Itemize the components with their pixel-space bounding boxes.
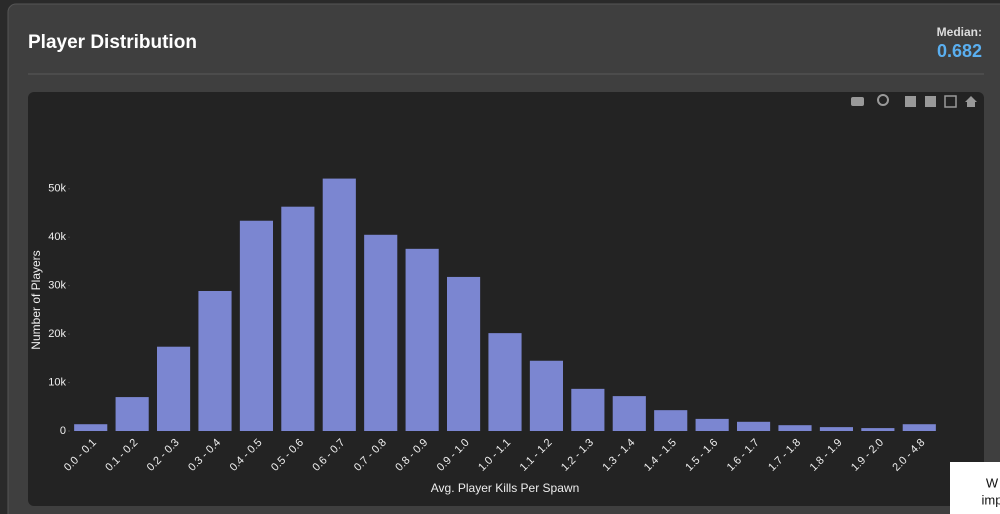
panel-title: Player Distribution <box>28 32 197 53</box>
bar <box>405 248 439 431</box>
bar <box>157 346 191 431</box>
bar <box>737 421 771 431</box>
bar <box>74 424 108 431</box>
bar <box>902 424 936 431</box>
y-tick-label: 20k <box>48 328 66 340</box>
bar <box>571 388 605 431</box>
bar <box>115 397 149 431</box>
bar <box>364 234 398 431</box>
modebar[interactable] <box>851 94 977 108</box>
popup-text: W <box>986 475 999 490</box>
home-icon[interactable] <box>965 96 977 107</box>
median-label: Median: <box>937 25 982 39</box>
bar <box>819 427 853 431</box>
bar <box>695 418 729 431</box>
popup-text: imp <box>982 492 1000 507</box>
bar <box>861 428 895 431</box>
popup <box>950 462 1000 514</box>
y-tick-label: 50k <box>48 183 66 195</box>
bar <box>778 425 812 431</box>
y-tick-label: 10k <box>48 376 66 388</box>
y-tick-label: 30k <box>48 280 66 292</box>
bar <box>281 206 315 431</box>
zoom-in-icon[interactable] <box>905 96 916 107</box>
bar <box>447 276 481 431</box>
bar <box>529 360 563 431</box>
bar <box>488 333 522 431</box>
y-axis-title: Number of Players <box>29 250 43 349</box>
bar <box>239 220 273 431</box>
zoom-out-icon[interactable] <box>925 96 936 107</box>
bar <box>322 178 356 431</box>
median-value: 0.682 <box>937 41 982 61</box>
bar <box>198 290 232 431</box>
y-tick-label: 40k <box>48 231 66 243</box>
autoscale-icon[interactable] <box>944 95 957 108</box>
zoom-icon[interactable] <box>877 94 889 106</box>
x-axis-title: Avg. Player Kills Per Spawn <box>431 481 580 495</box>
bar <box>612 396 646 431</box>
y-tick-label: 0 <box>60 425 66 437</box>
bar <box>654 410 688 431</box>
camera-icon[interactable] <box>851 97 864 106</box>
